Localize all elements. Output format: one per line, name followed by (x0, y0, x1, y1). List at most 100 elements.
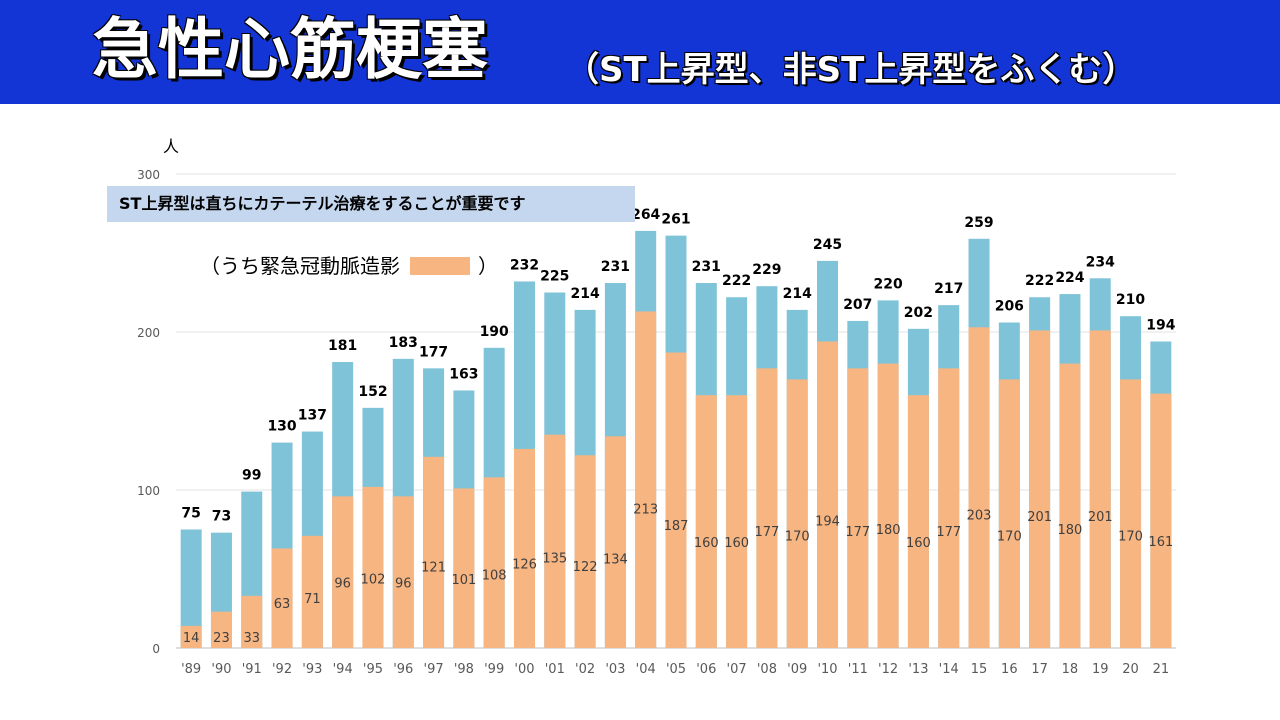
x-tick-label: 19 (1092, 662, 1109, 677)
total-data-label: 194 (1146, 317, 1175, 333)
total-data-label: 130 (267, 419, 296, 435)
legend-close: ） (478, 254, 498, 278)
bar-emergency-14 (604, 436, 626, 648)
emergency-data-label: 33 (243, 631, 260, 646)
bar-emergency-7 (392, 496, 414, 648)
page-title: 急性心筋梗塞 (92, 11, 488, 88)
x-tick-label: 16 (1001, 662, 1018, 677)
x-tick-label: '11 (848, 662, 868, 677)
bar-emergency-28 (1029, 330, 1051, 648)
x-tick-label: '95 (363, 662, 383, 677)
x-tick-label: '10 (817, 662, 837, 677)
bar-emergency-22 (847, 368, 869, 648)
x-tick-label: '13 (908, 662, 928, 677)
total-data-label: 224 (1055, 270, 1084, 286)
x-tick-label: '02 (575, 662, 595, 677)
total-data-label: 210 (1116, 292, 1145, 308)
total-data-label: 214 (570, 286, 599, 302)
x-tick-label: '93 (302, 662, 322, 677)
y-tick-label: 200 (137, 326, 160, 340)
emergency-data-label: 161 (1148, 535, 1173, 550)
y-tick-label: 0 (152, 642, 160, 656)
bar-emergency-19 (756, 368, 778, 648)
bar-emergency-4 (301, 535, 323, 648)
y-tick-label: 300 (137, 168, 160, 182)
bar-emergency-2 (241, 595, 263, 648)
x-tick-label: '99 (484, 662, 504, 677)
bar-emergency-31 (1120, 379, 1142, 648)
x-tick-label: '04 (636, 662, 656, 677)
emergency-data-label: 126 (512, 557, 537, 572)
total-data-label: 177 (419, 344, 448, 360)
bar-emergency-5 (332, 496, 354, 648)
x-tick-label: '00 (514, 662, 534, 677)
emergency-data-label: 203 (967, 509, 992, 524)
emergency-data-label: 170 (1118, 530, 1143, 545)
total-data-label: 181 (328, 338, 357, 354)
total-data-label: 183 (389, 335, 418, 351)
total-data-label: 234 (1086, 254, 1115, 270)
bar-emergency-32 (1150, 393, 1172, 648)
header-banner: 急性心筋梗塞 （ST上昇型、非ST上昇型をふくむ） (0, 0, 1280, 104)
bar-emergency-13 (574, 455, 596, 648)
emergency-data-label: 122 (573, 560, 598, 575)
total-data-label: 152 (358, 384, 387, 400)
emergency-data-label: 101 (451, 573, 476, 588)
bar-emergency-21 (817, 341, 839, 648)
x-tick-label: '01 (545, 662, 565, 677)
bar-emergency-12 (544, 434, 566, 648)
emergency-data-label: 177 (845, 525, 870, 540)
x-tick-label: '03 (605, 662, 625, 677)
bar-emergency-20 (786, 379, 808, 648)
emergency-data-label: 14 (183, 631, 200, 646)
emergency-data-label: 170 (997, 530, 1022, 545)
x-tick-label: '98 (454, 662, 474, 677)
legend: （うち緊急冠動脈造影 ） (200, 250, 498, 282)
bar-emergency-29 (1059, 363, 1081, 648)
emergency-data-label: 201 (1027, 510, 1052, 525)
emergency-data-label: 170 (785, 530, 810, 545)
x-tick-label: 21 (1153, 662, 1170, 677)
bar-emergency-30 (1089, 330, 1111, 648)
emergency-data-label: 134 (603, 552, 628, 567)
bar-emergency-16 (665, 352, 687, 648)
bar-emergency-1 (210, 611, 232, 648)
bar-emergency-9 (453, 488, 475, 648)
bar-emergency-0 (180, 625, 202, 648)
total-data-label: 231 (601, 259, 630, 275)
total-data-label: 220 (874, 276, 903, 292)
emergency-data-label: 213 (633, 502, 658, 517)
bar-emergency-6 (362, 486, 384, 648)
emergency-data-label: 194 (815, 514, 840, 529)
total-data-label: 99 (242, 468, 261, 484)
total-data-label: 137 (298, 408, 327, 424)
emergency-data-label: 96 (334, 576, 351, 591)
bar-emergency-8 (423, 456, 445, 648)
bar-emergency-23 (877, 363, 899, 648)
emergency-data-label: 96 (395, 576, 412, 591)
bar-emergency-3 (271, 548, 293, 648)
total-data-label: 222 (722, 273, 751, 289)
x-tick-label: '07 (727, 662, 747, 677)
x-tick-label: '05 (666, 662, 686, 677)
total-data-label: 190 (480, 324, 509, 340)
total-data-label: 261 (661, 212, 690, 228)
x-tick-label: '08 (757, 662, 777, 677)
x-tick-label: '14 (939, 662, 959, 677)
legend-swatch (410, 257, 470, 275)
bar-emergency-17 (695, 395, 717, 648)
total-data-label: 207 (843, 297, 872, 313)
emergency-data-label: 180 (876, 523, 901, 538)
emergency-data-label: 102 (361, 573, 386, 588)
x-tick-label: '90 (211, 662, 231, 677)
x-tick-label: 18 (1062, 662, 1079, 677)
x-tick-label: '92 (272, 662, 292, 677)
bar-emergency-15 (635, 311, 657, 648)
x-tick-label: 20 (1122, 662, 1139, 677)
bar-emergency-18 (726, 395, 748, 648)
total-data-label: 245 (813, 237, 842, 253)
total-data-label: 231 (692, 259, 721, 275)
x-tick-label: '06 (696, 662, 716, 677)
emergency-data-label: 180 (1058, 523, 1083, 538)
x-tick-label: '96 (393, 662, 413, 677)
